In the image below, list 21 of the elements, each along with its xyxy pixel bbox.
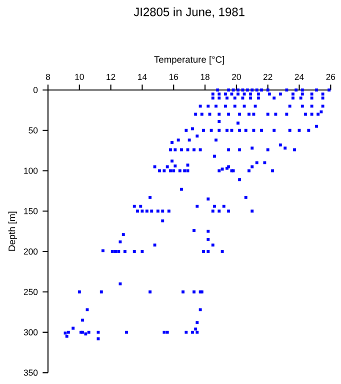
x-tick-label: 8 bbox=[46, 74, 50, 80]
y-tick-label: 150 bbox=[24, 208, 38, 214]
x-axis-title: Temperature [°C] bbox=[154, 56, 224, 65]
x-tick-label: 22 bbox=[263, 74, 272, 80]
y-tick-label: 350 bbox=[24, 370, 38, 376]
x-tick-label: 20 bbox=[232, 74, 241, 80]
x-tick-label: 12 bbox=[106, 74, 116, 80]
y-tick-label: 200 bbox=[24, 248, 38, 255]
y-axis-title: Depth [m] bbox=[8, 212, 18, 251]
x-tick-label: 24 bbox=[294, 74, 304, 80]
y-tick-label: 250 bbox=[24, 288, 38, 295]
y-tick-label: 100 bbox=[24, 168, 38, 174]
y-tick-label: 50 bbox=[28, 127, 38, 134]
x-tick-label: 18 bbox=[200, 74, 210, 80]
y-tick-label: 300 bbox=[24, 329, 38, 336]
y-tick-label: 0 bbox=[33, 86, 38, 94]
x-tick-label: 16 bbox=[169, 74, 178, 80]
chart-title: JI2805 in June, 1981 bbox=[134, 7, 244, 18]
x-tick-label: 14 bbox=[138, 74, 147, 80]
x-tick-label: 10 bbox=[75, 74, 84, 80]
x-tick-label: 26 bbox=[326, 74, 336, 80]
